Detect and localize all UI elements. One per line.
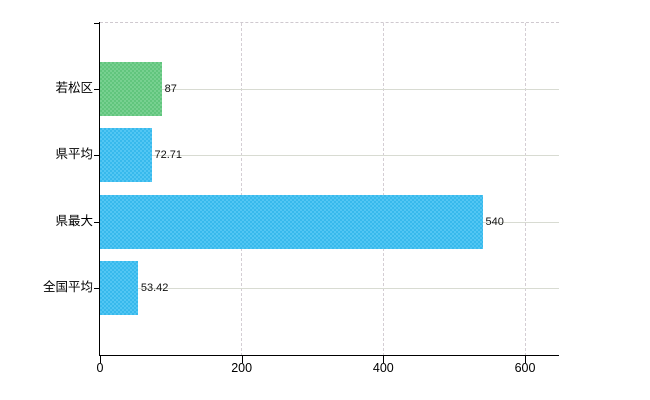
bar-3 (100, 195, 483, 249)
x-tick (100, 356, 101, 363)
x-tick-label: 0 (96, 361, 104, 375)
y-axis-end-tick (94, 23, 100, 24)
x-tick (241, 356, 243, 363)
category-label: 県最大 (55, 214, 93, 228)
category-label: 全国平均 (42, 280, 93, 294)
x-tick (525, 356, 526, 363)
value-label: 87 (164, 83, 177, 95)
v-gridline (524, 23, 526, 356)
bar-2 (100, 128, 152, 182)
v-gridline (241, 23, 243, 356)
y-axis-line (99, 22, 101, 356)
category-label: 若松区 (55, 81, 93, 95)
bar-1 (100, 62, 162, 116)
h-gridline (100, 288, 559, 289)
x-tick-label: 600 (514, 361, 536, 375)
h-gridline (100, 155, 559, 156)
value-label: 540 (485, 216, 504, 228)
y-tick (94, 288, 100, 289)
x-tick-label: 400 (372, 361, 394, 375)
bar-4 (100, 261, 138, 315)
x-axis-labels: 0 200 400 600 (96, 361, 559, 381)
x-tick-label: 200 (231, 361, 253, 375)
x-tick (383, 356, 385, 363)
category-label: 県平均 (55, 147, 93, 161)
x-axis-line (99, 354, 559, 356)
y-tick (94, 155, 100, 156)
plot-area: 87 72.71 540 53.42 (94, 22, 559, 363)
category-axis: 若松区県平均県最大全国平均 (0, 22, 93, 355)
h-gridline (100, 89, 559, 90)
value-label: 72.71 (154, 149, 183, 161)
value-label: 53.42 (140, 282, 169, 294)
y-tick (94, 89, 100, 90)
v-gridline (382, 23, 384, 356)
y-tick (94, 222, 100, 223)
